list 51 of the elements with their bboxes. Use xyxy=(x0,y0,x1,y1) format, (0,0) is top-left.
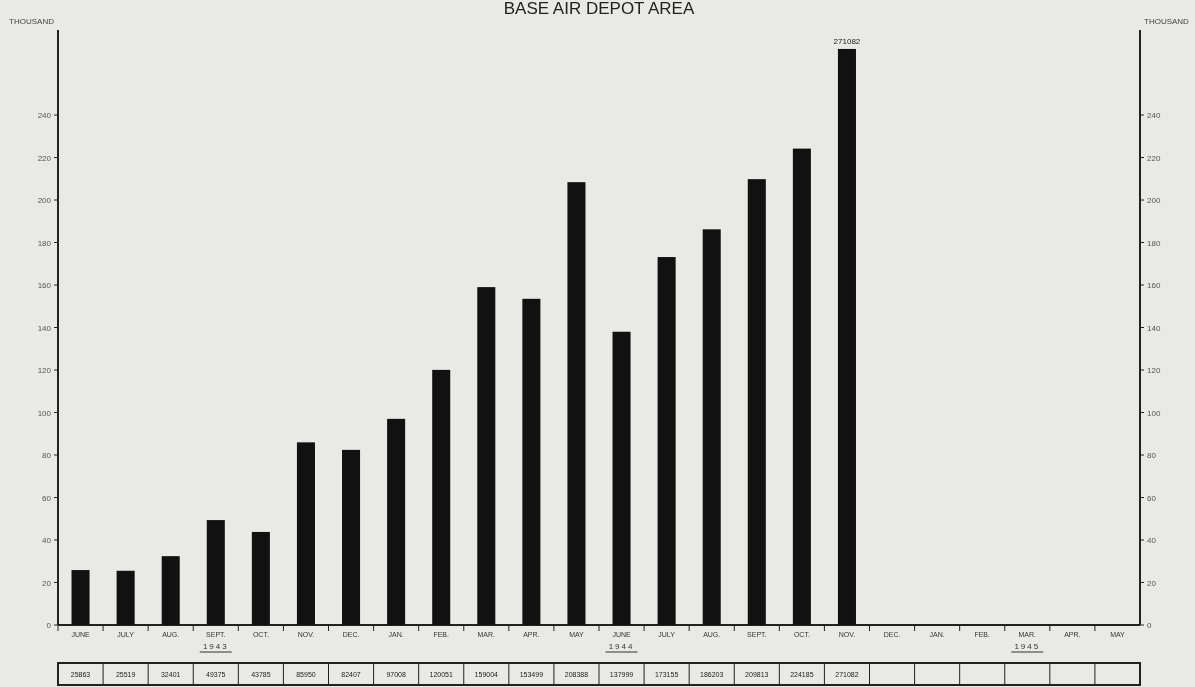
annotation: 271082 xyxy=(833,36,861,46)
y-tick-label: 0 xyxy=(46,621,52,630)
y-tick-label: 160 xyxy=(37,281,52,290)
y2-tick-label: 0 xyxy=(1147,621,1152,630)
text: 1945 xyxy=(1014,642,1041,651)
y-tick-label: 240 xyxy=(37,111,52,120)
y2-tick-label: 80 xyxy=(1147,451,1157,460)
y-tick-label: 140 xyxy=(37,323,52,333)
text: 1943 xyxy=(202,642,229,651)
bar xyxy=(116,570,135,625)
y2-tick-label: 140 xyxy=(1147,323,1161,333)
bar xyxy=(71,570,90,625)
y2-tick-label: 160 xyxy=(1147,281,1161,290)
y-tick-label: 20 xyxy=(42,578,52,588)
y2-tick-label: 100 xyxy=(1147,408,1161,418)
bar xyxy=(477,287,496,625)
text: 1944 xyxy=(608,642,635,651)
y-tick-label: 200 xyxy=(37,196,52,205)
bar xyxy=(702,229,721,625)
y2-tick-label: 180 xyxy=(1147,238,1161,248)
y2-tick-label: 120 xyxy=(1147,366,1161,375)
bar xyxy=(161,556,180,625)
y2-tick-label: 60 xyxy=(1147,493,1157,503)
bar xyxy=(567,182,586,625)
y2-tick-label: 20 xyxy=(1147,578,1157,588)
y-tick-label: 80 xyxy=(42,451,52,460)
y-tick-label: 180 xyxy=(37,238,52,248)
y-tick-label: 100 xyxy=(37,408,52,418)
bar xyxy=(792,148,811,625)
y2-axis-title: THOUSAND xyxy=(1144,17,1190,26)
bar xyxy=(657,257,676,625)
bar xyxy=(432,369,451,625)
y-tick-label: 40 xyxy=(42,536,52,545)
y2-tick-label: 240 xyxy=(1147,111,1161,120)
y2-tick-label: 200 xyxy=(1147,196,1161,205)
bar xyxy=(387,418,406,625)
bar xyxy=(342,449,361,625)
chart-title: BASE AIR DEPOT AREA xyxy=(503,0,695,18)
y2-tick-label: 220 xyxy=(1147,153,1161,163)
bar xyxy=(747,179,766,625)
y-tick-label: 220 xyxy=(37,153,52,163)
bar xyxy=(296,442,315,625)
bar xyxy=(612,331,631,625)
y2-tick-label: 40 xyxy=(1147,536,1157,545)
y-tick-label: 60 xyxy=(42,493,52,503)
y-axis-title: THOUSAND xyxy=(9,17,55,26)
bar xyxy=(206,520,225,625)
bar xyxy=(837,48,856,625)
bar xyxy=(251,531,270,625)
bar xyxy=(522,298,541,625)
y-tick-label: 120 xyxy=(37,366,52,375)
